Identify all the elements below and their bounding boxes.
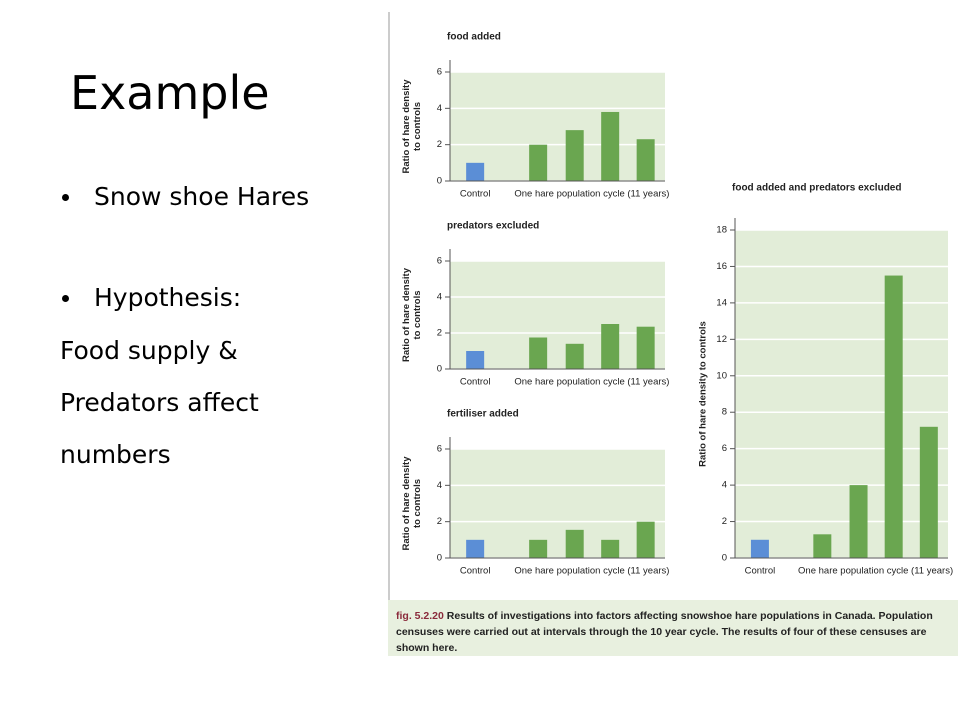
y-axis-label: to controls [412,290,423,339]
x-axis-label: One hare population cycle (11 years) [798,566,953,577]
y-tick-label: 4 [437,292,442,303]
x-axis-label: One hare population cycle (11 years) [514,189,669,200]
bullet-dot [62,295,69,302]
text-line: numbers [60,440,171,469]
y-tick-label: 4 [437,103,442,114]
bar [466,351,485,369]
bar [636,326,655,369]
x-tick-label: Control [460,566,491,577]
plot-area [450,261,665,369]
caption: fig. 5.2.20 Results of investigations in… [388,600,958,656]
text-line: Predators affect [60,388,259,417]
x-tick-label: Control [745,566,776,577]
bar [601,111,620,181]
chart-title: predators excluded [447,221,539,232]
y-axis-label: Ratio of hare density to controls [698,321,709,467]
y-tick-label: 6 [722,443,727,454]
bar [466,539,485,558]
y-axis-label: Ratio of hare density [401,456,412,551]
text-line: Food supply & [60,336,238,365]
bar [813,534,832,558]
y-axis-label: to controls [412,479,423,528]
y-tick-label: 6 [437,444,442,455]
bullet: Hypothesis: [94,283,242,312]
bar [565,130,584,181]
bar [884,275,903,558]
bar [636,139,655,181]
bullet: Snow shoe Hares [94,182,310,211]
plot-area [450,449,665,558]
bar [601,539,620,558]
x-axis-label: One hare population cycle (11 years) [514,377,669,388]
bar [919,426,938,558]
y-tick-label: 6 [437,256,442,267]
figure-number: fig. 5.2.20 [396,610,444,622]
bar [565,343,584,369]
bar [529,337,548,369]
y-tick-label: 2 [437,516,442,527]
bar [466,162,485,181]
bar [601,324,620,369]
chart-title: fertiliser added [447,409,519,420]
chart-title: food added and predators excluded [732,183,901,194]
slide-title: Example [70,66,270,120]
plot-area [450,72,665,181]
plot-area [735,230,948,558]
y-tick-label: 8 [722,407,727,418]
y-tick-label: 0 [437,176,442,187]
bullet-dot [62,194,69,201]
y-tick-label: 2 [722,516,727,527]
y-tick-label: 18 [716,225,727,236]
y-tick-label: 14 [716,297,727,308]
y-tick-label: 0 [437,553,442,564]
y-tick-label: 10 [716,370,727,381]
y-tick-label: 4 [437,480,442,491]
y-tick-label: 12 [716,334,727,345]
y-tick-label: 4 [722,480,727,491]
y-tick-label: 6 [437,67,442,78]
chart-title: food added [447,32,501,43]
caption-text: Results of investigations into factors a… [396,610,933,654]
y-axis-label: Ratio of hare density [401,79,412,174]
y-axis-label: to controls [412,102,423,151]
bar [565,529,584,558]
y-tick-label: 2 [437,139,442,150]
bar [636,521,655,558]
y-tick-label: 0 [437,364,442,375]
y-tick-label: 16 [716,261,727,272]
x-axis-label: One hare population cycle (11 years) [514,566,669,577]
x-tick-label: Control [460,189,491,200]
y-tick-label: 2 [437,328,442,339]
bar [750,539,769,558]
bar [849,485,868,558]
bar [529,539,548,558]
x-tick-label: Control [460,377,491,388]
y-tick-label: 0 [722,553,727,564]
y-axis-label: Ratio of hare density [401,267,412,362]
bar [529,144,548,181]
